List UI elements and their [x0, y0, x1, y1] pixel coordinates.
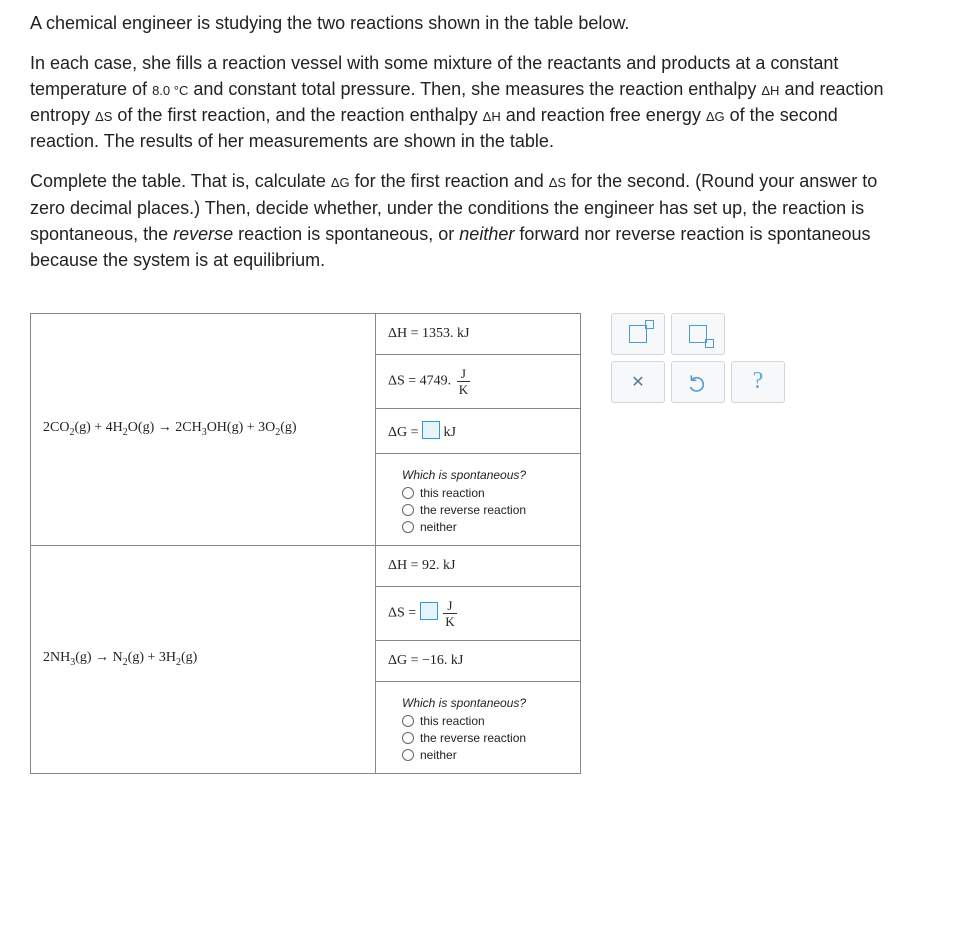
problem-statement: A chemical engineer is studying the two … [30, 10, 910, 273]
r2-opt-neither[interactable]: neither [402, 748, 568, 762]
radio-icon [402, 749, 414, 761]
reaction-2-equation: 2NH3(g) → N2(g) + 3H2(g) [31, 545, 376, 773]
r1-delta-s: ΔS = 4749. JK [388, 367, 568, 396]
radio-icon [402, 504, 414, 516]
undo-button[interactable] [671, 361, 725, 403]
unit-fraction: JK [457, 367, 470, 396]
reactions-table: 2CO2(g) + 4H2O(g) → 2CH3OH(g) + 3O2(g) Δ… [30, 313, 581, 774]
reaction-1-equation: 2CO2(g) + 4H2O(g) → 2CH3OH(g) + 3O2(g) [31, 313, 376, 545]
help-button[interactable]: ? [731, 361, 785, 403]
r1-dg-input[interactable] [422, 421, 440, 439]
radio-icon [402, 715, 414, 727]
r2-ds-input[interactable] [420, 602, 438, 620]
r1-spontaneous-question: Which is spontaneous? [402, 468, 568, 482]
r2-opt-this[interactable]: this reaction [402, 714, 568, 728]
unit-fraction: JK [443, 599, 456, 628]
subscript-tool[interactable] [671, 313, 725, 355]
r2-delta-g: ΔG = −16. kJ [388, 653, 568, 669]
r1-opt-neither[interactable]: neither [402, 520, 568, 534]
toolbox: ✕ ? [611, 313, 785, 403]
superscript-tool[interactable] [611, 313, 665, 355]
radio-icon [402, 521, 414, 533]
radio-icon [402, 732, 414, 744]
r1-opt-this[interactable]: this reaction [402, 486, 568, 500]
close-icon: ✕ [631, 372, 644, 392]
r2-delta-s: ΔS = JK [388, 599, 568, 628]
r1-delta-g: ΔG = kJ [388, 421, 568, 441]
intro-para-2: In each case, she fills a reaction vesse… [30, 50, 910, 154]
intro-para-3: Complete the table. That is, calculate Δ… [30, 168, 910, 272]
clear-button[interactable]: ✕ [611, 361, 665, 403]
r1-delta-h: ΔH = 1353. kJ [388, 326, 568, 342]
r2-opt-reverse[interactable]: the reverse reaction [402, 731, 568, 745]
radio-icon [402, 487, 414, 499]
r1-opt-reverse[interactable]: the reverse reaction [402, 503, 568, 517]
question-icon: ? [753, 368, 764, 395]
intro-para-1: A chemical engineer is studying the two … [30, 10, 910, 36]
r2-spontaneous-question: Which is spontaneous? [402, 696, 568, 710]
undo-icon [688, 372, 708, 392]
r2-delta-h: ΔH = 92. kJ [388, 558, 568, 574]
